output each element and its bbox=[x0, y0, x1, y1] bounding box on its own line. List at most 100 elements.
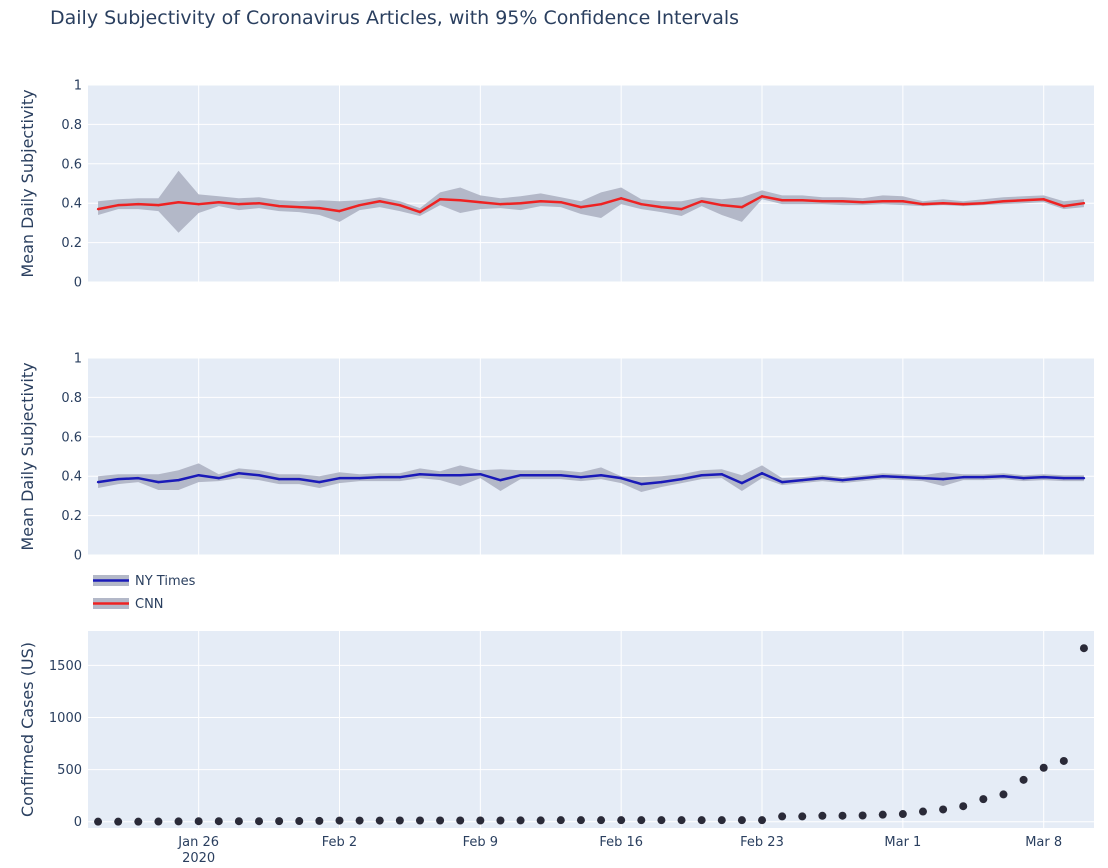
series-point bbox=[157, 480, 160, 484]
y-tick-label: 1 bbox=[74, 79, 82, 94]
series-point bbox=[177, 478, 180, 482]
series-point bbox=[1022, 199, 1025, 202]
series-point bbox=[418, 473, 422, 476]
series-point bbox=[660, 480, 663, 484]
y-tick-label: 0.6 bbox=[61, 157, 82, 172]
y-axis-label: Mean Daily Subjectivity bbox=[18, 89, 37, 277]
series-point bbox=[499, 202, 502, 206]
series-point bbox=[780, 199, 784, 202]
scatter-point bbox=[637, 816, 646, 825]
scatter-point bbox=[798, 812, 807, 821]
series-line bbox=[97, 195, 1085, 214]
series-point bbox=[801, 199, 804, 202]
scatter-point bbox=[516, 816, 525, 825]
series-point bbox=[962, 475, 965, 479]
series-point bbox=[418, 210, 422, 214]
series-point bbox=[821, 200, 824, 203]
x-tick-label: Feb 9 bbox=[463, 835, 498, 850]
scatter-point bbox=[174, 817, 183, 826]
series-point bbox=[479, 473, 482, 476]
scatter-point bbox=[657, 816, 666, 825]
y-axis-label: Confirmed Cases (US) bbox=[18, 642, 37, 817]
series-point bbox=[519, 474, 522, 477]
series-point bbox=[338, 476, 341, 480]
series-point bbox=[861, 201, 864, 204]
series-point bbox=[680, 477, 683, 481]
series-point bbox=[982, 202, 985, 205]
scatter-point bbox=[758, 816, 767, 825]
scatter-point bbox=[134, 817, 143, 826]
scatter-point bbox=[456, 816, 465, 825]
scatter-point bbox=[979, 795, 988, 804]
y-tick-label: 0.4 bbox=[61, 197, 82, 212]
y-tick-label: 0.8 bbox=[61, 118, 82, 133]
scatter-point bbox=[395, 816, 404, 825]
scatter-point bbox=[496, 816, 505, 825]
scatter-point bbox=[315, 816, 324, 825]
series-point bbox=[700, 200, 703, 203]
series-point bbox=[257, 474, 261, 477]
series-point bbox=[539, 474, 542, 477]
series-point bbox=[579, 475, 583, 479]
scatter-point bbox=[375, 816, 384, 825]
series-point bbox=[1082, 476, 1086, 480]
y-tick-label: 0.2 bbox=[61, 509, 82, 524]
series-point bbox=[116, 477, 120, 481]
scatter-point bbox=[737, 816, 746, 825]
series-point bbox=[479, 201, 482, 204]
scatter-point bbox=[1019, 775, 1028, 784]
plot-area bbox=[88, 85, 1094, 282]
scatter-point bbox=[898, 810, 907, 819]
series-point bbox=[901, 475, 905, 479]
series-point bbox=[941, 202, 945, 205]
y-tick-label: 1 bbox=[74, 352, 82, 367]
scatter-point bbox=[436, 816, 445, 825]
series-point bbox=[1042, 198, 1045, 201]
series-point bbox=[459, 474, 462, 477]
y-tick-label: 0 bbox=[74, 549, 82, 564]
series-point bbox=[277, 204, 281, 208]
scatter-point bbox=[94, 817, 103, 826]
scatter-point bbox=[275, 817, 284, 826]
series-point bbox=[861, 476, 864, 480]
scatter-point bbox=[858, 811, 867, 820]
scatter-point bbox=[476, 816, 485, 825]
series-point bbox=[499, 478, 502, 482]
series-point bbox=[438, 198, 442, 201]
series-point bbox=[358, 203, 361, 207]
scatter-point bbox=[255, 817, 264, 826]
series-point bbox=[881, 475, 884, 478]
series-point bbox=[519, 202, 522, 205]
series-point bbox=[921, 202, 925, 206]
legend-item-cnn[interactable]: CNN bbox=[93, 597, 164, 612]
legend-label-cnn: CNN bbox=[135, 597, 164, 612]
scatter-point bbox=[1079, 644, 1088, 653]
series-point bbox=[298, 205, 301, 209]
scatter-point bbox=[818, 811, 827, 820]
scatter-point bbox=[878, 810, 887, 819]
series-point bbox=[982, 475, 985, 479]
series-point bbox=[559, 201, 563, 204]
series-point bbox=[318, 480, 321, 484]
x-tick-label: Feb 23 bbox=[740, 835, 784, 850]
series-point bbox=[640, 482, 643, 486]
x-tick-year-label: 2020 bbox=[182, 851, 215, 866]
x-tick-label: Feb 2 bbox=[322, 835, 357, 850]
scatter-point bbox=[214, 817, 223, 826]
series-point bbox=[881, 200, 884, 203]
confidence-band bbox=[98, 170, 1084, 233]
y-tick-label: 1000 bbox=[49, 711, 82, 726]
series-point bbox=[237, 472, 241, 475]
scatter-point bbox=[194, 817, 203, 826]
series-point bbox=[921, 476, 925, 480]
y-axis-label: Mean Daily Subjectivity bbox=[18, 362, 37, 550]
y-tick-label: 0.6 bbox=[61, 430, 82, 445]
legend-item-nyt[interactable]: NY Times bbox=[93, 574, 196, 589]
scatter-point bbox=[617, 816, 626, 825]
series-point bbox=[821, 476, 824, 480]
y-tick-label: 1500 bbox=[49, 659, 82, 674]
y-tick-label: 0 bbox=[74, 815, 82, 830]
nyt-subjectivity-panel: 0 0.2 0.4 0.6 0.8 1 Mean Daily Subjectivity bbox=[18, 352, 1094, 564]
scatter-point bbox=[1039, 763, 1048, 772]
